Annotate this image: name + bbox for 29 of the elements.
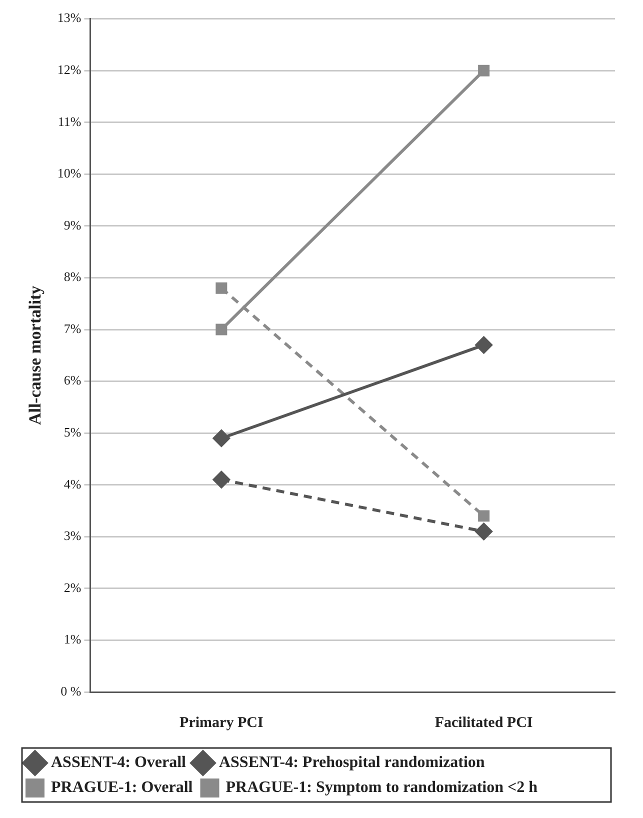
y-tick-label: 9% [64,217,82,232]
y-tick-label: 12% [57,62,82,78]
y-tick-label: 3% [64,528,82,544]
y-tick-label: 10% [57,166,82,181]
y-tick-label: 2% [64,580,82,595]
y-tick-label: 5% [64,424,82,440]
legend-label: ASSENT-4: Overall [51,754,187,772]
point [216,324,228,336]
y-tick-label: 0 % [60,683,82,698]
y-axis-title: All-cause mortality [26,285,45,426]
legend-label: PRAGUE-1: Symptom to randomization <2 h [226,779,538,796]
point [212,471,230,488]
legend-label: PRAGUE-1: Overall [51,779,194,796]
y-tick-label: 1% [64,632,82,647]
y-tick-label: 7% [64,320,82,336]
y-tick-label: 4% [64,476,82,492]
y-tick-label: 6% [64,372,82,388]
y-tick-label: 8% [64,269,82,284]
x-tick-label: Facilitated PCI [434,714,533,731]
point [475,336,492,354]
point [475,522,492,540]
point [216,282,228,294]
x-tick-label: Primary PCI [180,714,264,731]
y-tick-label: 11% [58,114,82,129]
y-tick-label: 13% [57,10,82,26]
point [212,430,230,447]
legend-label: ASSENT-4: Prehospital randomization [218,754,485,772]
point [478,64,490,76]
point [478,510,490,522]
